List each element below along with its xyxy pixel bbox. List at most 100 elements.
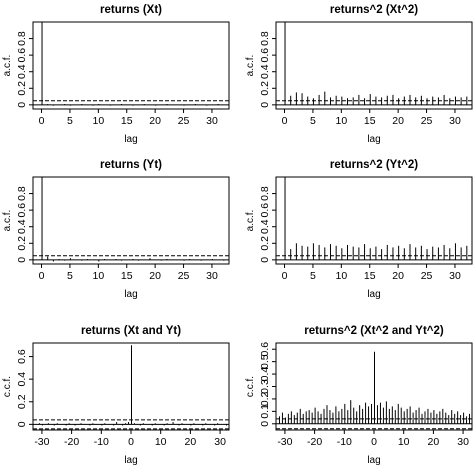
chart-title: returns (Yt) — [100, 159, 162, 171]
x-tick-label: -30 — [277, 436, 292, 448]
x-tick-label: 30 — [449, 115, 461, 127]
y-tick-label: 0.2 — [16, 394, 28, 409]
x-tick-label: -20 — [64, 436, 79, 448]
y-tick-label: 0.5 — [259, 354, 271, 369]
y-tick-label: 0.2 — [16, 236, 28, 251]
y-axis-label: c.c.f. — [245, 376, 256, 397]
y-tick-label: 0.6 — [16, 48, 28, 63]
x-tick-label: 20 — [149, 270, 161, 282]
x-tick-label: 10 — [155, 436, 167, 448]
x-tick-label: 0 — [39, 115, 45, 127]
x-tick-label: 10 — [92, 270, 104, 282]
x-tick-label: 0 — [282, 115, 288, 127]
x-tick-label: -20 — [307, 436, 322, 448]
y-tick-label: 0.6 — [259, 203, 271, 218]
x-tick-label: 5 — [67, 270, 73, 282]
x-tick-label: 10 — [335, 270, 347, 282]
y-tick-label: 0 — [259, 421, 271, 427]
y-tick-label: 0.2 — [259, 391, 271, 406]
y-tick-label: 0.8 — [259, 31, 271, 46]
x-axis-label: lag — [124, 134, 137, 145]
chart-title: returns^2 (Xt^2 and Yt^2) — [304, 325, 444, 337]
x-tick-label: 5 — [310, 270, 316, 282]
x-tick-label: 25 — [421, 115, 433, 127]
y-tick-label: 0.2 — [259, 236, 271, 251]
x-tick-label: 15 — [121, 270, 133, 282]
y-tick-label: 0.8 — [16, 31, 28, 46]
x-tick-label: 20 — [149, 115, 161, 127]
x-axis-label: lag — [367, 134, 380, 145]
chart-title: returns (Xt and Yt) — [81, 325, 181, 337]
y-tick-label: 0.4 — [16, 372, 28, 387]
y-tick-label: 0.8 — [259, 186, 271, 201]
chart-panel-5: returns (Xt and Yt) -30 -20 -10 0 10 20 30 0 0.2 0… — [2, 325, 230, 466]
x-tick-label: 30 — [206, 270, 218, 282]
x-tick-label: 25 — [178, 115, 190, 127]
x-tick-label: 15 — [364, 115, 376, 127]
chart-panel-6: returns^2 (Xt^2 and Yt^2) -30 -20 -10 0 10 20 3… — [245, 325, 473, 466]
x-tick-label: -30 — [34, 436, 49, 448]
x-tick-label: 5 — [67, 115, 73, 127]
y-tick-label: 0.6 — [16, 349, 28, 364]
chart-title: returns (Xt) — [100, 4, 162, 16]
x-tick-label: 0 — [128, 436, 134, 448]
y-tick-label: 0.4 — [259, 219, 271, 234]
y-tick-label: 0.6 — [259, 48, 271, 63]
chart-panel-1: returns (Xt) 0 5 10 15 20 25 30 0 0.2 0.40.6 0.8 lag… — [2, 4, 230, 145]
y-axis-label: a.c.f. — [2, 210, 13, 232]
x-tick-label: 15 — [121, 115, 133, 127]
chart-title: returns^2 (Yt^2) — [330, 159, 418, 171]
x-tick-label: -10 — [94, 436, 109, 448]
y-axis-label: a.c.f. — [245, 55, 256, 77]
y-tick-label: 0.6 — [259, 342, 271, 357]
y-tick-label: 0.4 — [259, 64, 271, 79]
chart-panel-2: returns^2 (Xt^2) 0 5 10 15 20 25 30 0 0.2 0.40.6 0.… — [245, 4, 473, 145]
y-tick-label: 0.6 — [16, 203, 28, 218]
chart-panel-4: returns^2 (Yt^2) 0 5 10 15 20 25 30 0 0.2 0.40.6 0.… — [245, 159, 473, 300]
y-tick-label: 0.2 — [259, 81, 271, 96]
y-tick-label: 0 — [16, 257, 28, 263]
x-tick-label: 10 — [92, 115, 104, 127]
x-tick-label: 25 — [178, 270, 190, 282]
y-tick-label: 0 — [16, 421, 28, 427]
y-axis-label: a.c.f. — [245, 210, 256, 232]
x-tick-label: 20 — [185, 436, 197, 448]
y-axis-label: c.c.f. — [2, 376, 13, 397]
y-tick-label: 0.2 — [16, 81, 28, 96]
x-axis-label: lag — [367, 289, 380, 300]
x-axis-label: lag — [124, 455, 137, 466]
x-tick-label: 10 — [398, 436, 410, 448]
x-tick-label: 0 — [371, 436, 377, 448]
y-tick-label: 0.1 — [259, 404, 271, 419]
x-tick-label: 30 — [449, 270, 461, 282]
y-tick-label: 0.4 — [16, 219, 28, 234]
plot-frame — [32, 21, 230, 110]
y-tick-label: 0 — [259, 257, 271, 263]
chart-title: returns^2 (Xt^2) — [330, 4, 418, 16]
x-axis-label: lag — [124, 289, 137, 300]
plot-frame — [275, 21, 473, 110]
x-tick-label: 10 — [335, 115, 347, 127]
x-tick-label: 25 — [421, 270, 433, 282]
x-tick-label: 20 — [392, 270, 404, 282]
y-tick-label: 0 — [16, 102, 28, 108]
chart-panel-3: returns (Yt) 0 5 10 15 20 25 30 0 0.2 0.40.6 0.8 lag… — [2, 159, 230, 300]
x-tick-label: 20 — [392, 115, 404, 127]
x-tick-label: 20 — [428, 436, 440, 448]
x-tick-label: 30 — [206, 115, 218, 127]
x-tick-label: 0 — [39, 270, 45, 282]
y-tick-label: 0.8 — [16, 186, 28, 201]
x-tick-label: 0 — [282, 270, 288, 282]
y-tick-label: 0.4 — [259, 367, 271, 382]
y-axis-label: a.c.f. — [2, 55, 13, 77]
x-tick-label: 5 — [310, 115, 316, 127]
y-tick-label: 0 — [259, 102, 271, 108]
y-tick-label: 0.4 — [16, 64, 28, 79]
x-tick-label: 30 — [214, 436, 226, 448]
x-tick-label: 30 — [457, 436, 469, 448]
plot-frame — [275, 176, 473, 265]
plot-frame — [32, 176, 230, 265]
x-tick-label: -10 — [337, 436, 352, 448]
x-tick-label: 15 — [364, 270, 376, 282]
